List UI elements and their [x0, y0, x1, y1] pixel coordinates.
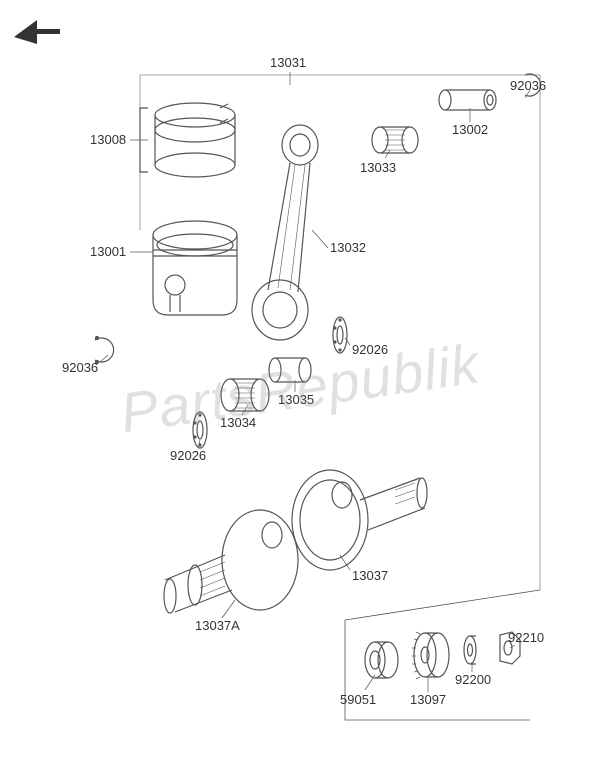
small-end-bearing-drawing [372, 127, 418, 153]
label-13037A: 13037A [195, 618, 240, 633]
label-13002: 13002 [452, 122, 488, 137]
label-92036a: 92036 [62, 360, 98, 375]
label-92200: 92200 [455, 672, 491, 687]
label-59051: 59051 [340, 692, 376, 707]
piston-rings-drawing [140, 103, 235, 177]
label-13008: 13008 [90, 132, 126, 147]
label-13097: 13097 [410, 692, 446, 707]
big-end-bearing-drawing [221, 379, 269, 411]
crank-left-drawing [164, 510, 298, 613]
label-92026b: 92026 [170, 448, 206, 463]
washer-drawing [464, 636, 476, 664]
label-92026a: 92026 [352, 342, 388, 357]
label-13035: 13035 [278, 392, 314, 407]
label-13037: 13037 [352, 568, 388, 583]
big-end-pin-drawing [269, 358, 311, 382]
label-13001: 13001 [90, 244, 126, 259]
piston-drawing [153, 221, 237, 315]
spacer-right-drawing [333, 317, 347, 353]
crank-right-drawing [292, 470, 427, 570]
gear-drawing [412, 632, 449, 679]
label-13031: 13031 [270, 55, 306, 70]
label-92036b: 92036 [510, 78, 546, 93]
piston-pin-drawing [439, 90, 496, 110]
label-13034: 13034 [220, 415, 256, 430]
spacer-left-drawing [193, 412, 207, 448]
exploded-view-svg [0, 0, 600, 775]
connecting-rod-drawing [252, 125, 318, 340]
sprocket-drawing [365, 642, 398, 678]
label-13033: 13033 [360, 160, 396, 175]
parts-diagram: 13008 13001 92036 13031 13033 13002 9203… [0, 0, 600, 775]
label-13032: 13032 [330, 240, 366, 255]
label-92210: 92210 [508, 630, 544, 645]
